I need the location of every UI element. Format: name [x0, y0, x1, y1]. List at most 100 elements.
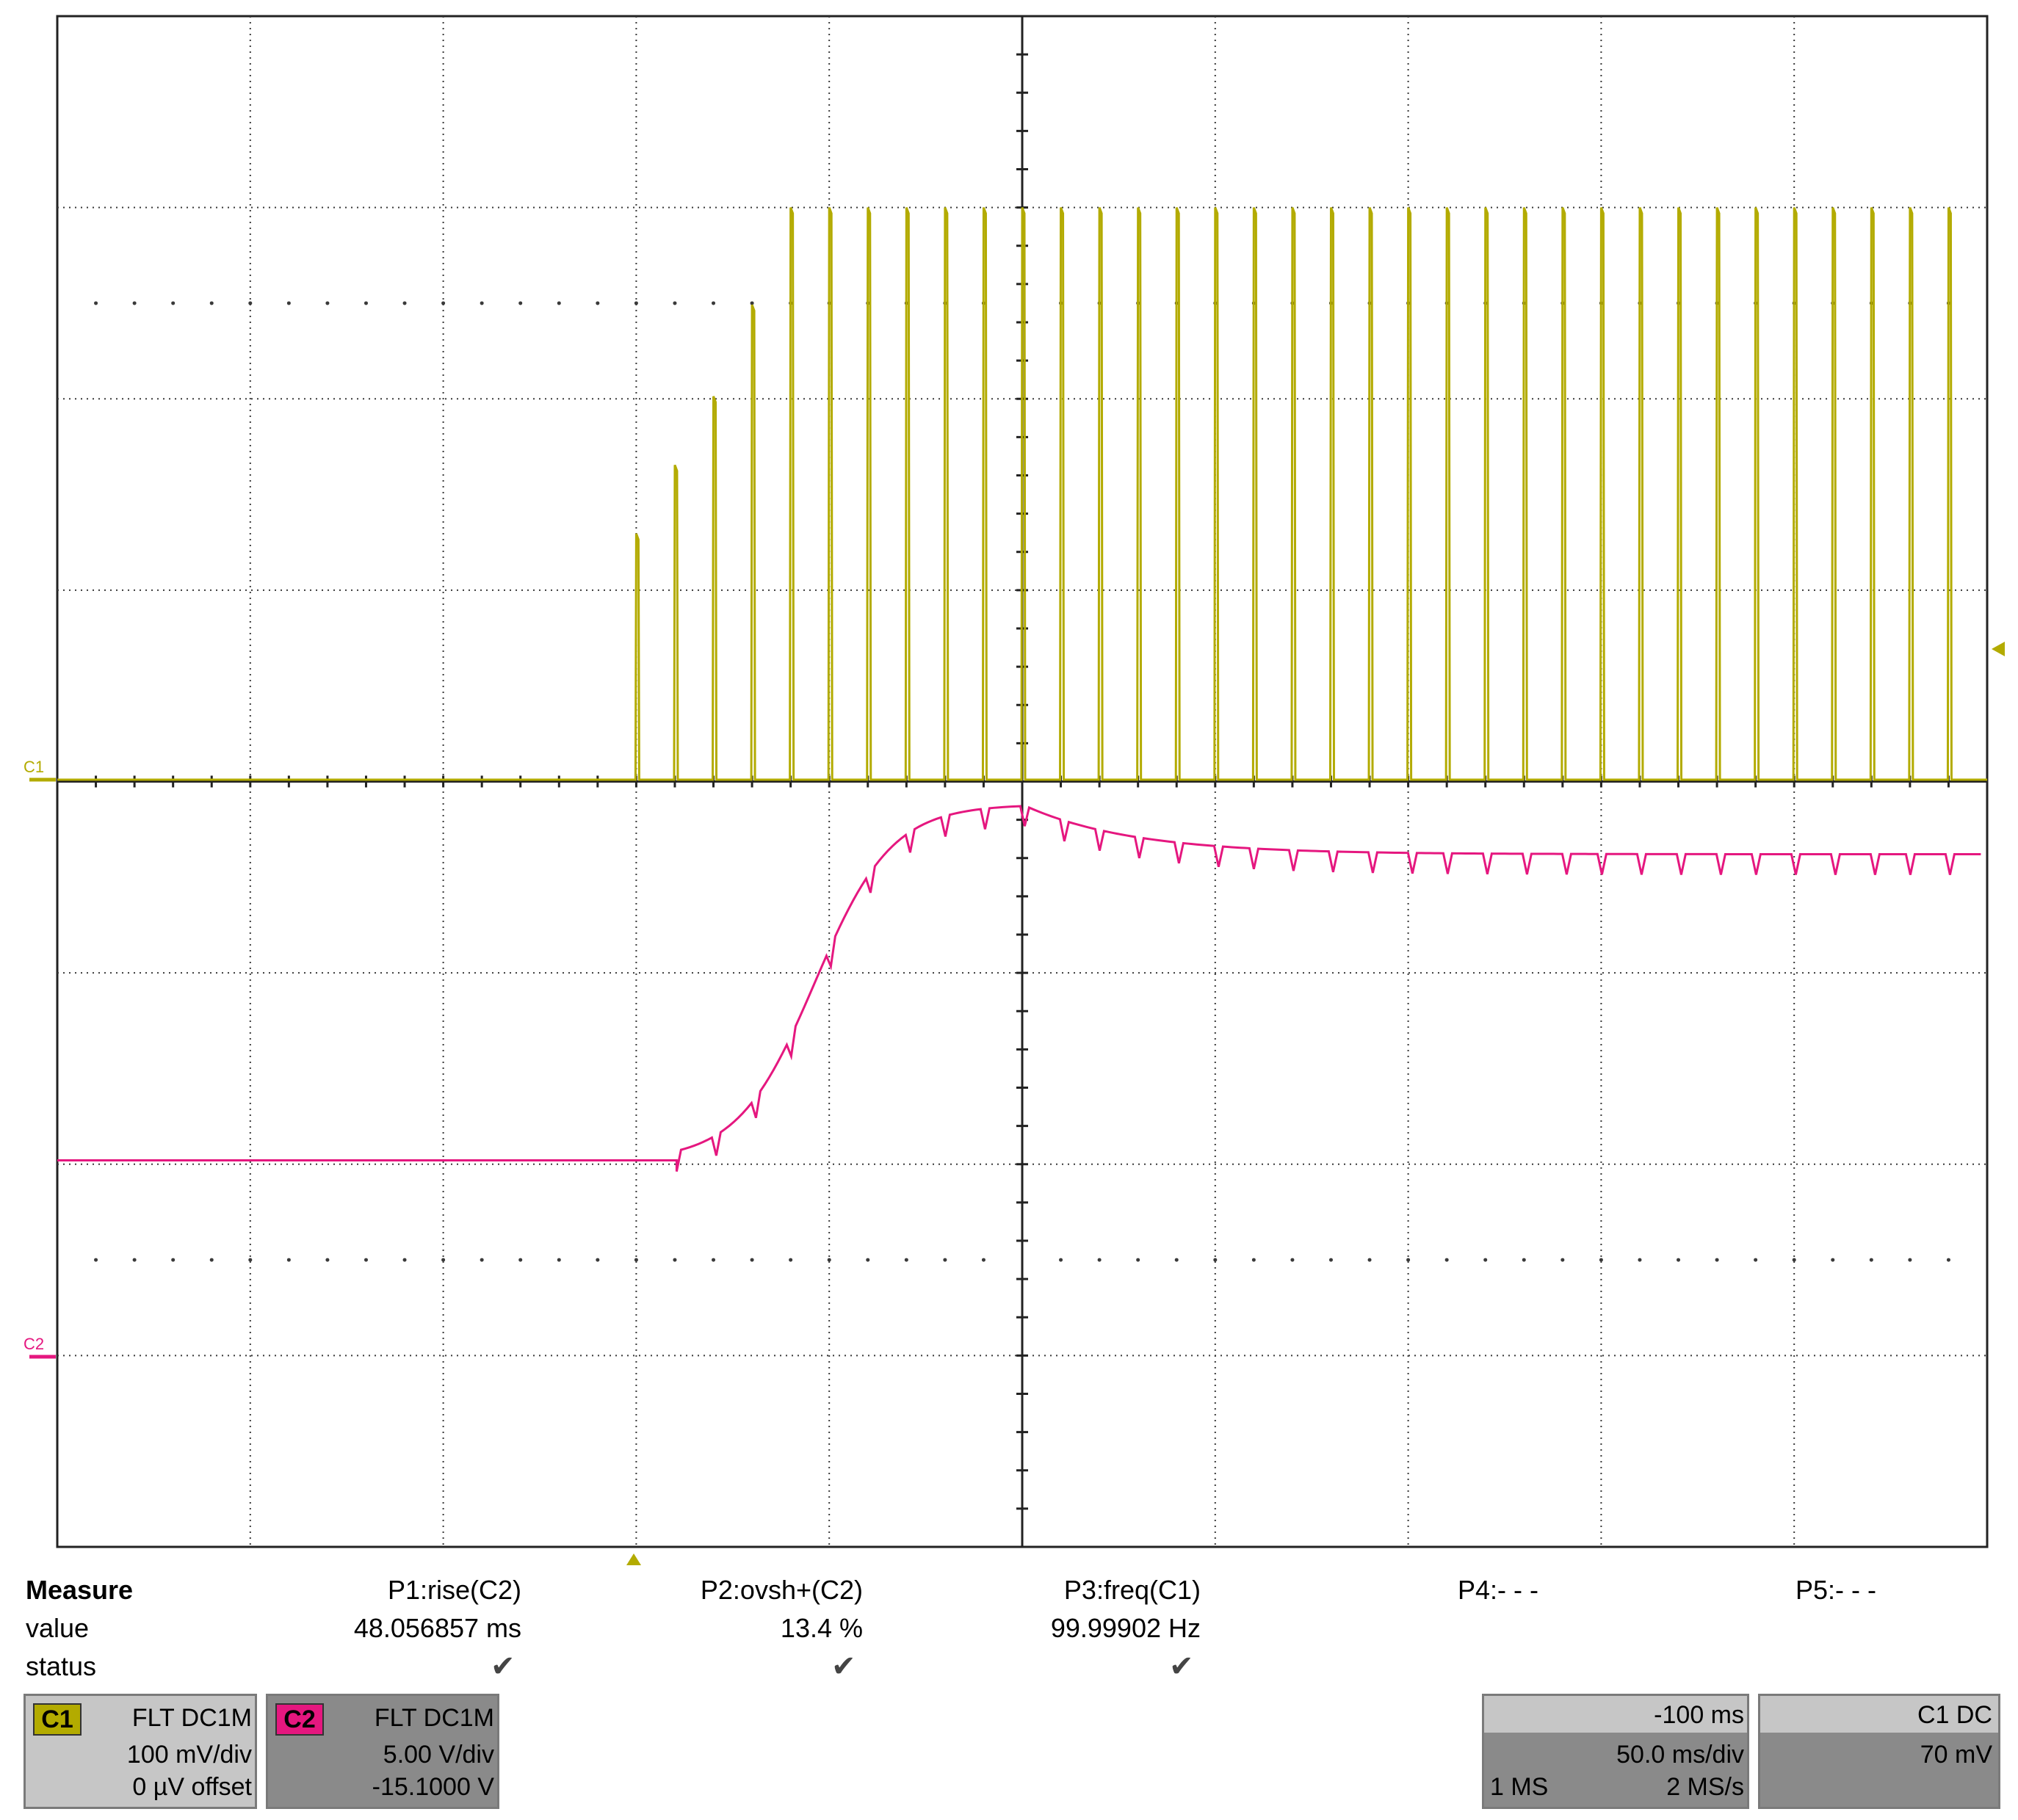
waveform-display: C1 C2: [23, 15, 2005, 1565]
reference-dot: [94, 301, 98, 305]
reference-dot: [1754, 1258, 1758, 1262]
reference-dot: [712, 301, 716, 305]
trigger-box[interactable]: C1 DC 70 mV: [1758, 1694, 2000, 1809]
p3-name[interactable]: P3:freq(C1): [1063, 1575, 1201, 1605]
reference-dot: [943, 1258, 947, 1262]
timebase-scale: 50.0 ms/div: [1616, 1741, 1744, 1769]
c2-marker-label: C2: [23, 1335, 44, 1353]
measure-header: Measure: [26, 1575, 134, 1605]
reference-dot: [1174, 1258, 1179, 1262]
reference-dot: [441, 1258, 446, 1262]
reference-dot: [132, 301, 137, 305]
measure-value-label: value: [26, 1613, 90, 1643]
reference-dot: [1792, 1258, 1796, 1262]
p2-status-check-icon: ✔: [831, 1650, 856, 1683]
p1-name[interactable]: P1:rise(C2): [387, 1575, 521, 1605]
c1-settings-box[interactable]: C1 FLT DC1M 100 mV/div 0 µV offset: [23, 1694, 257, 1809]
reference-dot: [789, 1258, 793, 1262]
c1-scale: 100 mV/div: [126, 1741, 252, 1769]
p1-value: 48.056857 ms: [353, 1613, 521, 1643]
p2-name[interactable]: P2:ovsh+(C2): [700, 1575, 863, 1605]
reference-dot: [480, 1258, 484, 1262]
reference-dot: [248, 301, 253, 305]
c1-offset: 0 µV offset: [132, 1773, 252, 1801]
reference-dot: [171, 1258, 176, 1262]
reference-dot: [1406, 1258, 1411, 1262]
reference-dot: [596, 301, 600, 305]
timebase-box[interactable]: -100 ms 50.0 ms/div 1 MS 2 MS/s: [1482, 1694, 1749, 1809]
reference-dot: [673, 1258, 677, 1262]
trigger-source: C1 DC: [1917, 1701, 1992, 1729]
reference-dot: [171, 301, 176, 305]
c1-tag: C1: [33, 1703, 82, 1736]
reference-dot: [364, 301, 368, 305]
reference-dot: [402, 1258, 407, 1262]
reference-dot: [1059, 1258, 1063, 1262]
p3-status-check-icon: ✔: [1169, 1650, 1194, 1683]
reference-dot: [1251, 1258, 1256, 1262]
reference-dot: [634, 1258, 638, 1262]
reference-dot: [827, 1258, 831, 1262]
timebase-memory: 1 MS: [1490, 1773, 1549, 1801]
reference-dot: [1367, 1258, 1372, 1262]
c2-tag: C2: [275, 1703, 324, 1736]
p5-name[interactable]: P5:- - -: [1795, 1575, 1876, 1605]
reference-dot: [286, 301, 291, 305]
reference-dot: [518, 301, 523, 305]
reference-dot: [364, 1258, 368, 1262]
reference-dot: [1136, 1258, 1140, 1262]
reference-dot: [866, 1258, 870, 1262]
reference-dot: [750, 301, 754, 305]
reference-dot: [441, 301, 446, 305]
reference-dot: [634, 301, 638, 305]
reference-dot: [1097, 1258, 1102, 1262]
c1-coupling: FLT DC1M: [131, 1704, 252, 1732]
c2-ground-marker: C2: [23, 1335, 56, 1359]
reference-dot: [750, 1258, 754, 1262]
reference-dot: [1560, 1258, 1565, 1262]
reference-dot: [248, 1258, 253, 1262]
reference-dot: [325, 1258, 330, 1262]
reference-dot: [286, 1258, 291, 1262]
reference-dot: [94, 1258, 98, 1262]
reference-dot: [209, 301, 214, 305]
timebase-rate: 2 MS/s: [1666, 1773, 1744, 1801]
reference-dot: [557, 301, 561, 305]
trigger-level-marker-icon: [1992, 642, 2005, 656]
reference-dot: [1444, 1258, 1449, 1262]
reference-dot: [1677, 1258, 1681, 1262]
reference-dot: [712, 1258, 716, 1262]
reference-dot: [209, 1258, 214, 1262]
reference-dot: [402, 301, 407, 305]
reference-dot: [1213, 1258, 1218, 1262]
reference-dot: [1522, 1258, 1526, 1262]
trigger-time-marker-icon: [626, 1553, 641, 1565]
reference-dot: [1869, 1258, 1873, 1262]
reference-dot: [1908, 1258, 1912, 1262]
reference-dot: [981, 1258, 986, 1262]
c1-marker-label: C1: [23, 758, 44, 776]
reference-dot: [1483, 1258, 1488, 1262]
reference-dot: [673, 301, 677, 305]
measure-status-label: status: [26, 1651, 97, 1681]
reference-dot: [1290, 1258, 1295, 1262]
c2-scale: 5.00 V/div: [383, 1741, 494, 1769]
reference-dot: [1328, 1258, 1333, 1262]
p1-status-check-icon: ✔: [491, 1650, 516, 1683]
c1-waveform: [57, 207, 1987, 781]
reference-dot: [132, 1258, 137, 1262]
reference-dot: [557, 1258, 561, 1262]
timebase-delay: -100 ms: [1654, 1701, 1744, 1729]
reference-dot: [1599, 1258, 1603, 1262]
trigger-level: 70 mV: [1920, 1741, 1992, 1769]
c2-waveform: [57, 805, 1981, 1172]
c2-offset: -15.1000 V: [372, 1773, 494, 1801]
reference-dot: [325, 301, 330, 305]
p4-name[interactable]: P4:- - -: [1457, 1575, 1538, 1605]
reference-dot: [1946, 1258, 1950, 1262]
reference-dot: [1715, 1258, 1719, 1262]
c2-settings-box[interactable]: C2 FLT DC1M 5.00 V/div -15.1000 V: [266, 1694, 499, 1809]
reference-dot: [1638, 1258, 1642, 1262]
p3-value: 99.99902 Hz: [1050, 1613, 1201, 1643]
reference-dot: [904, 1258, 908, 1262]
